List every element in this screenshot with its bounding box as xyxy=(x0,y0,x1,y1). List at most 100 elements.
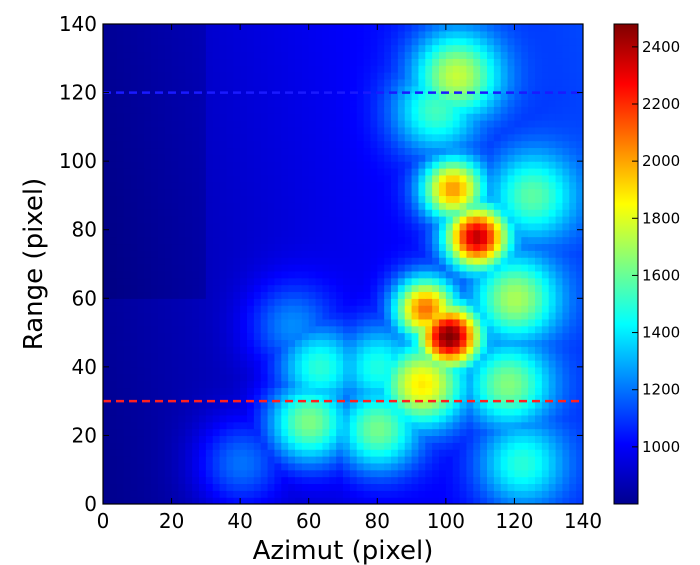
heatmap-cell xyxy=(260,490,269,498)
heatmap-cell xyxy=(535,305,543,313)
heatmap-cell xyxy=(185,312,193,320)
heatmap-cell xyxy=(329,469,337,478)
heatmap-cell xyxy=(247,65,255,73)
heatmap-cell xyxy=(192,222,200,231)
heatmap-cell xyxy=(343,222,351,231)
heatmap-cell xyxy=(157,462,166,471)
heatmap-cell xyxy=(336,257,344,265)
heatmap-cell xyxy=(521,490,529,498)
heatmap-cell xyxy=(404,312,413,320)
heatmap-cell xyxy=(391,30,399,39)
heatmap-cell xyxy=(288,154,296,162)
heatmap-cell xyxy=(384,476,392,485)
heatmap-cell xyxy=(274,85,282,94)
heatmap-cell xyxy=(219,469,228,478)
heatmap-cell xyxy=(349,442,358,450)
heatmap-cell xyxy=(109,181,118,190)
heatmap-cell xyxy=(535,44,543,53)
heatmap-cell xyxy=(212,106,221,114)
heatmap-cell xyxy=(109,428,118,437)
heatmap-cell xyxy=(212,456,221,464)
heatmap-cell xyxy=(199,58,207,66)
heatmap-cell xyxy=(363,380,372,389)
heatmap-cell xyxy=(274,257,282,265)
heatmap-cell xyxy=(123,147,132,155)
heatmap-cell xyxy=(212,490,221,498)
heatmap-cell xyxy=(281,229,289,238)
heatmap-cell xyxy=(507,428,516,437)
heatmap-cell xyxy=(576,181,583,190)
heatmap-cell xyxy=(130,24,138,32)
heatmap-cell xyxy=(548,490,557,498)
heatmap-cell xyxy=(363,85,372,94)
heatmap-cell xyxy=(548,394,557,402)
heatmap-cell xyxy=(322,277,330,286)
heatmap-cell xyxy=(199,236,207,245)
heatmap-cell xyxy=(240,126,248,135)
heatmap-cell xyxy=(322,229,330,238)
heatmap-cell xyxy=(493,332,502,341)
heatmap-cell xyxy=(116,277,125,286)
heatmap-cell xyxy=(411,99,420,107)
heatmap-cell xyxy=(109,216,118,224)
heatmap-cell xyxy=(425,174,433,183)
heatmap-cell xyxy=(432,270,440,279)
heatmap-cell xyxy=(548,442,557,450)
heatmap-cell xyxy=(500,414,509,423)
heatmap-cell xyxy=(473,401,481,409)
heatmap-cell xyxy=(370,284,378,293)
heatmap-cell xyxy=(356,353,365,361)
heatmap-cell xyxy=(507,346,516,354)
heatmap-cell xyxy=(192,284,200,293)
heatmap-cell xyxy=(349,92,358,101)
heatmap-cell xyxy=(535,257,543,265)
heatmap-cell xyxy=(185,291,193,299)
heatmap-cell xyxy=(349,209,358,217)
heatmap-cell xyxy=(240,92,248,101)
heatmap-cell xyxy=(185,257,193,265)
heatmap-cell xyxy=(233,106,241,114)
heatmap-cell xyxy=(103,72,111,80)
heatmap-cell xyxy=(130,161,138,169)
heatmap-cell xyxy=(528,188,536,197)
heatmap-cell xyxy=(109,126,118,135)
heatmap-cell xyxy=(397,421,406,430)
heatmap-cell xyxy=(164,85,173,94)
heatmap-cell xyxy=(397,401,406,409)
heatmap-cell xyxy=(109,366,118,375)
heatmap-cell xyxy=(274,380,282,389)
heatmap-cell xyxy=(370,270,378,279)
heatmap-cell xyxy=(253,291,262,299)
heatmap-cell xyxy=(528,65,536,73)
heatmap-cell xyxy=(528,51,536,59)
heatmap-cell xyxy=(185,174,193,183)
heatmap-cell xyxy=(507,305,516,313)
heatmap-cell xyxy=(555,113,564,121)
heatmap-cell xyxy=(384,147,392,155)
heatmap-cell xyxy=(171,174,180,183)
heatmap-cell xyxy=(240,497,248,504)
heatmap-cell xyxy=(164,133,173,142)
heatmap-cell xyxy=(507,414,516,423)
heatmap-cell xyxy=(452,469,461,478)
heatmap-cell xyxy=(569,360,577,368)
heatmap-cell xyxy=(233,373,241,382)
heatmap-cell xyxy=(452,195,461,203)
heatmap-cell xyxy=(295,154,303,162)
heatmap-cell xyxy=(157,449,166,457)
heatmap-cell xyxy=(171,456,180,464)
heatmap-cell xyxy=(473,24,481,32)
heatmap-cell xyxy=(116,462,125,471)
heatmap-cell xyxy=(459,490,468,498)
heatmap-cell xyxy=(397,277,406,286)
heatmap-cell xyxy=(377,291,385,299)
heatmap-cell xyxy=(109,161,118,169)
heatmap-cell xyxy=(397,113,406,121)
heatmap-cell xyxy=(466,140,474,149)
heatmap-cell xyxy=(418,188,426,197)
heatmap-cell xyxy=(171,147,180,155)
heatmap-cell xyxy=(528,353,536,361)
heatmap-cell xyxy=(267,133,276,142)
heatmap-cell xyxy=(116,236,125,245)
heatmap-cell xyxy=(130,277,138,286)
